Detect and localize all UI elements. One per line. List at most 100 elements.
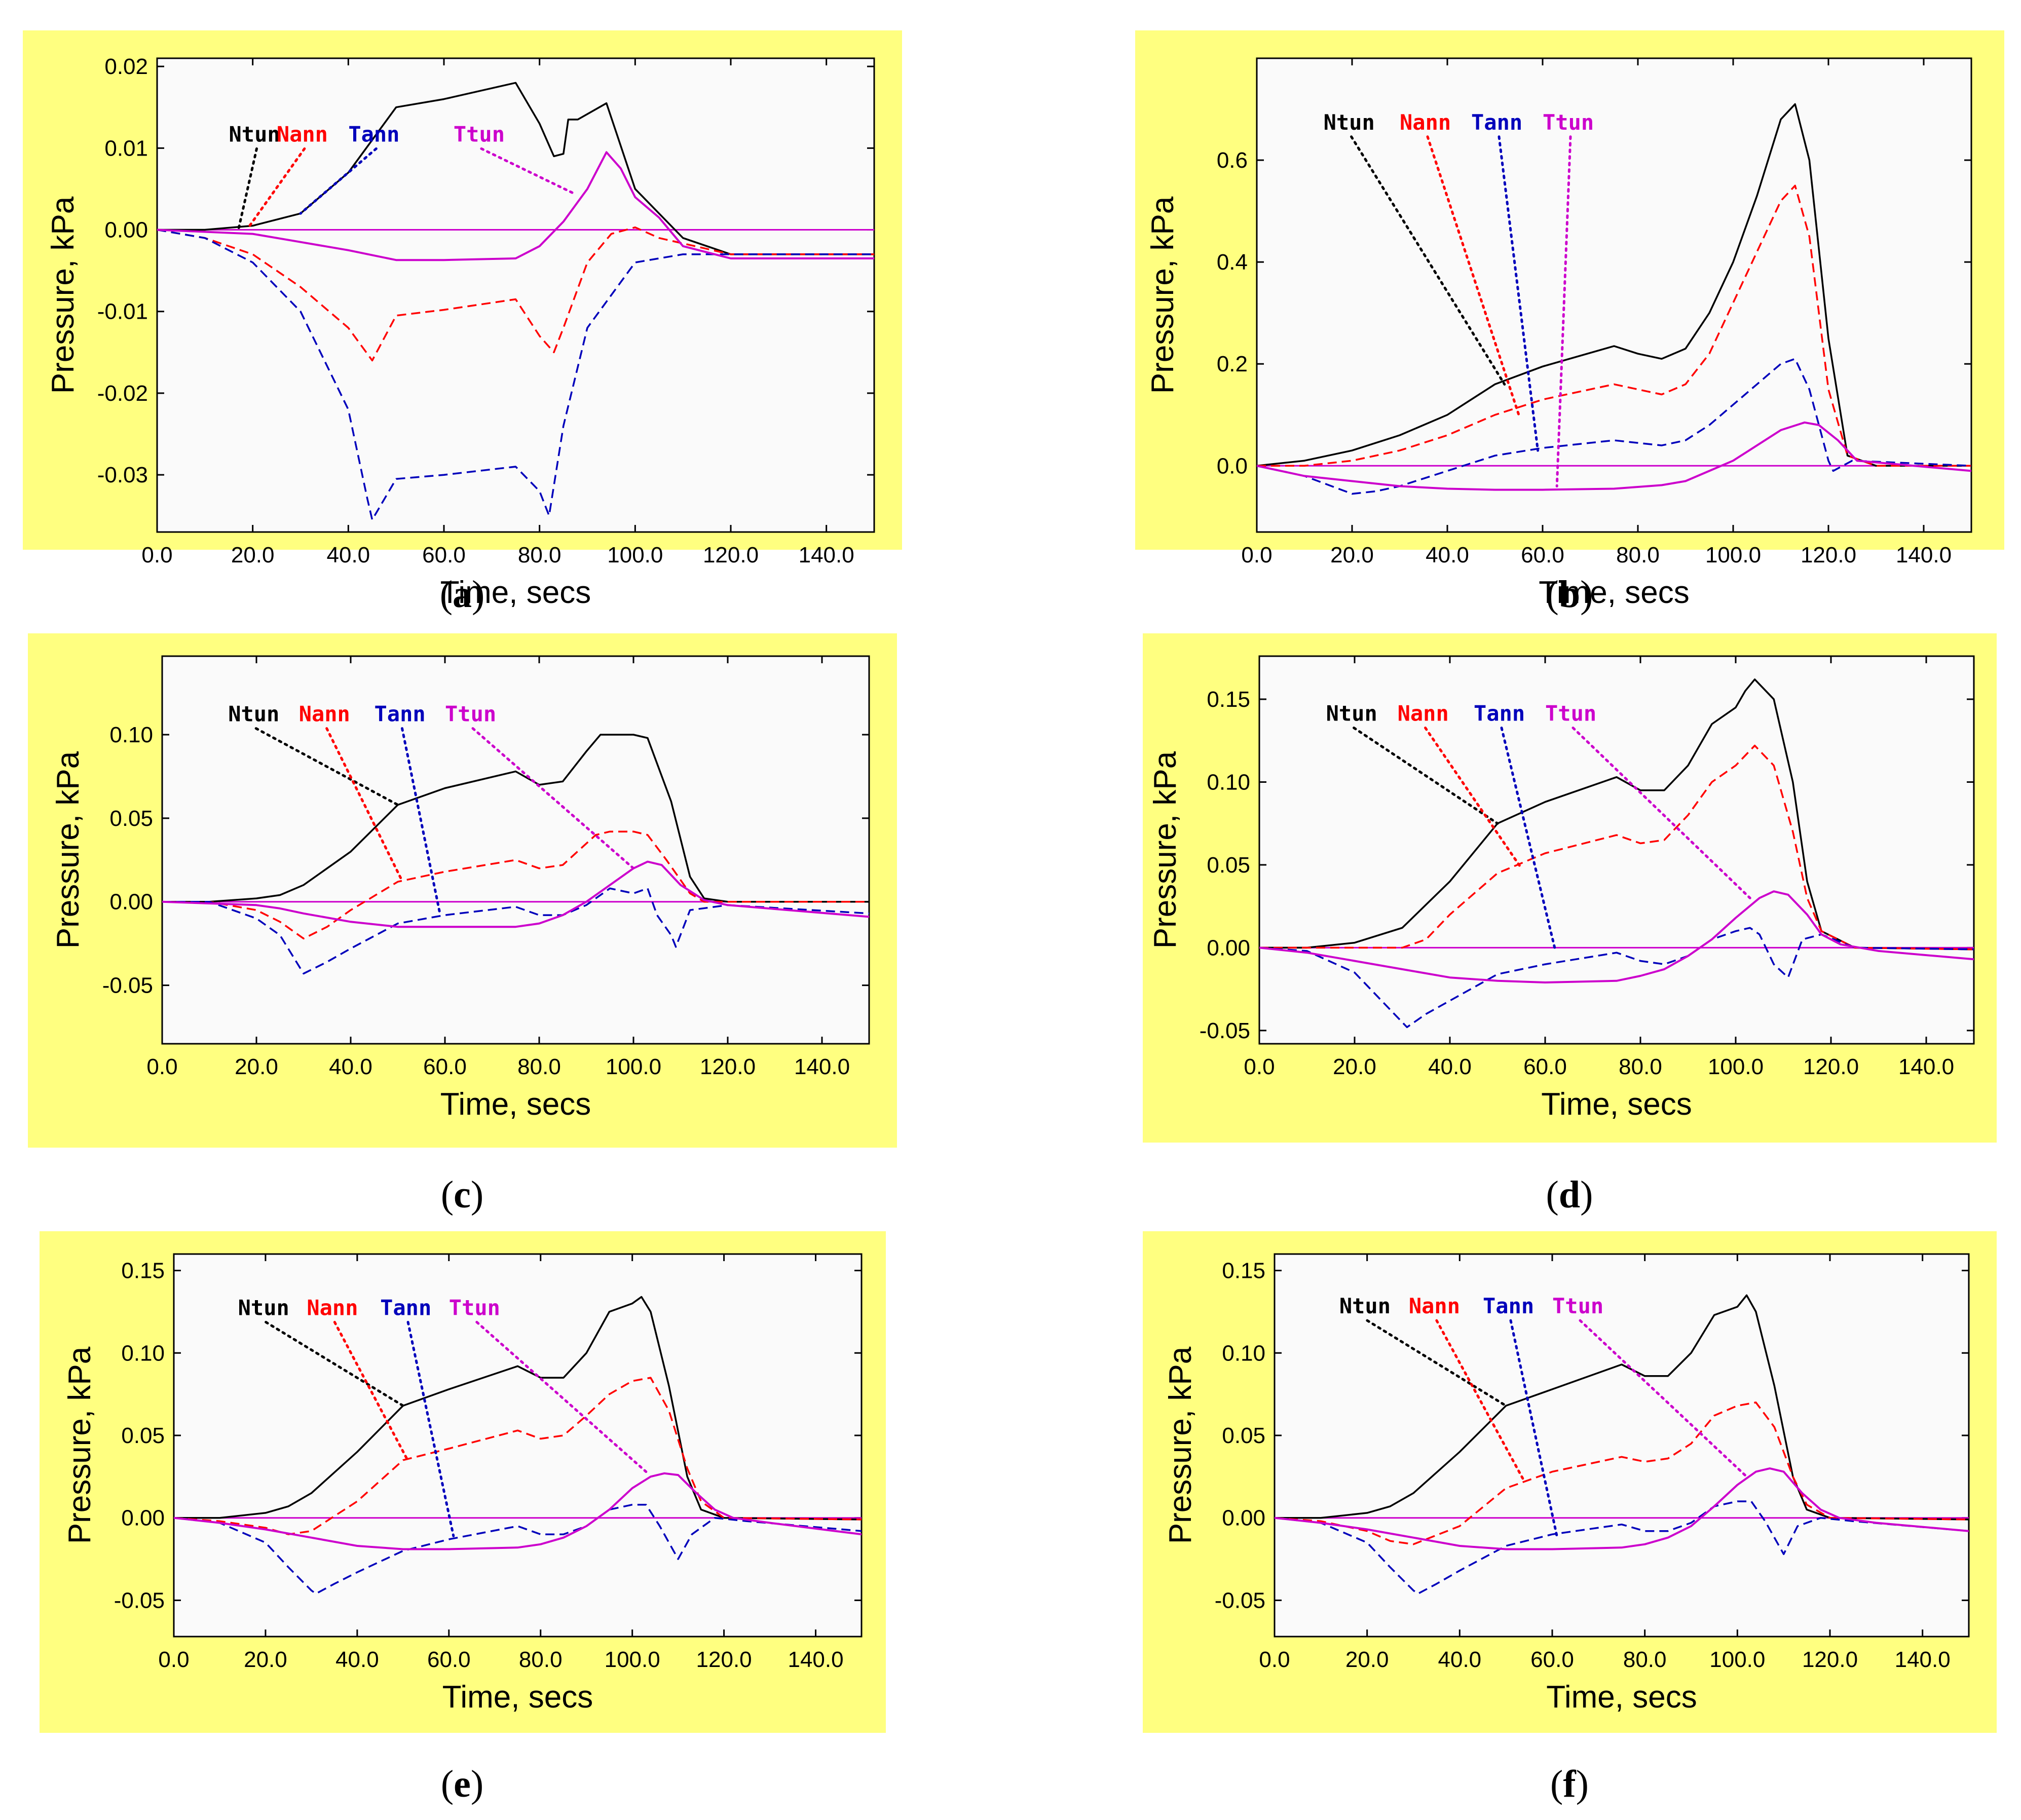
x-tick-label: 120.0 xyxy=(1802,1647,1858,1672)
y-tick-label: 0.05 xyxy=(121,1423,165,1448)
legend-leader-nann xyxy=(246,147,306,230)
plot-area xyxy=(161,655,870,1045)
x-tick-label: 0.0 xyxy=(158,1647,189,1672)
y-axis-label: Pressure, kPa xyxy=(46,196,81,394)
x-tick-label: 120.0 xyxy=(703,543,759,567)
x-tick-label: 60.0 xyxy=(427,1647,471,1672)
chart-svg-e: 0.0 20.0 40.0 60.0 80.0 100.0 120.0 140.0 -0.05 0… xyxy=(40,1231,886,1733)
x-axis-label: Time, secs xyxy=(440,575,591,610)
legend-leader-tann xyxy=(1500,727,1556,949)
caption-close-paren: ) xyxy=(470,1763,484,1805)
legend-label-tann: Tann xyxy=(1474,701,1525,726)
x-tick-label: 20.0 xyxy=(1333,1054,1376,1079)
series-ttun xyxy=(1275,1467,1969,1550)
series-ntun xyxy=(1275,1294,1969,1521)
x-tick-label: 40.0 xyxy=(1428,1054,1472,1079)
x-tick-label: 60.0 xyxy=(1530,1647,1574,1672)
legend-label-tann: Tann xyxy=(375,702,426,727)
x-tick-label: 80.0 xyxy=(1619,1054,1662,1079)
caption-close-paren: ) xyxy=(1576,1763,1589,1805)
series-ntun xyxy=(1259,678,1974,951)
x-tick-label: 140.0 xyxy=(1895,1647,1951,1672)
chart-svg-f: 0.0 20.0 40.0 60.0 80.0 100.0 120.0 140.0 -0.05 0… xyxy=(1143,1231,1997,1733)
caption-open-paren: ( xyxy=(439,573,453,616)
legend-label-ttun: Ttun xyxy=(445,702,496,727)
x-tick-label: 40.0 xyxy=(329,1054,372,1079)
y-tick-label: 0.10 xyxy=(1207,770,1250,794)
legend-leader-nann xyxy=(333,1320,409,1462)
series-nann xyxy=(1259,744,1974,951)
caption-open-paren: ( xyxy=(1550,1763,1563,1805)
legend-leader-ntun xyxy=(265,1320,404,1407)
series-tann xyxy=(157,229,874,521)
y-tick-label: 0.00 xyxy=(1222,1506,1265,1531)
legend-leader-tann xyxy=(1498,135,1540,452)
series-nann xyxy=(162,830,869,940)
legend-label-ttun: Ttun xyxy=(449,1295,500,1320)
legend-leader-ttun xyxy=(1555,135,1572,488)
x-tick-label: 60.0 xyxy=(422,543,466,567)
y-tick-label: 0.00 xyxy=(121,1506,165,1531)
legend-label-tann: Tann xyxy=(380,1295,431,1320)
x-axis-label: Time, secs xyxy=(442,1680,593,1715)
x-tick-label: 20.0 xyxy=(235,1054,278,1079)
legend-label-ttun: Ttun xyxy=(1552,1294,1603,1318)
y-tick-label: -0.02 xyxy=(97,381,148,406)
caption-letter: b xyxy=(1558,573,1581,616)
legend-label-ntun: Ntun xyxy=(1326,701,1377,726)
caption-close-paren: ) xyxy=(1580,1173,1593,1216)
caption-close-paren: ) xyxy=(472,573,485,616)
y-tick-label: 0.00 xyxy=(109,890,153,915)
x-tick-label: 20.0 xyxy=(1345,1647,1389,1672)
x-tick-label: 60.0 xyxy=(423,1054,467,1079)
caption-a: (a) xyxy=(386,573,538,617)
series-nann xyxy=(1275,1401,1969,1545)
y-tick-label: -0.05 xyxy=(114,1588,165,1613)
caption-b: (b) xyxy=(1493,573,1645,617)
caption-c: (c) xyxy=(386,1173,538,1217)
legend-label-nann: Nann xyxy=(307,1295,358,1320)
chart-panel-a: 0.0 20.0 40.0 60.0 80.0 100.0 120.0 140.0 -0.03-… xyxy=(23,30,902,610)
y-tick-label: -0.05 xyxy=(102,973,153,998)
y-tick-label: 0.15 xyxy=(1207,687,1250,712)
y-tick-label: -0.05 xyxy=(1200,1018,1250,1043)
y-tick-label: 0.0 xyxy=(1217,453,1248,478)
caption-open-paren: ( xyxy=(1546,573,1559,616)
legend-leader-nann xyxy=(1435,1319,1526,1483)
x-tick-label: 80.0 xyxy=(519,1647,563,1672)
legend-leader-nann xyxy=(1426,135,1520,416)
y-tick-label: 0.6 xyxy=(1217,148,1248,173)
series-tann xyxy=(1275,1500,1969,1595)
y-tick-label: 0.02 xyxy=(104,54,148,79)
chart-panel-f: 0.0 20.0 40.0 60.0 80.0 100.0 120.0 140.0 -0.05 0… xyxy=(1143,1231,1997,1733)
y-tick-label: 0.00 xyxy=(104,218,148,243)
legend-leader-nann xyxy=(325,727,404,883)
x-tick-label: 0.0 xyxy=(1259,1647,1290,1672)
y-axis-label: Pressure, kPa xyxy=(51,751,86,949)
x-tick-label: 120.0 xyxy=(696,1647,752,1672)
y-axis-label: Pressure, kPa xyxy=(62,1346,97,1544)
y-axis-label: Pressure, kPa xyxy=(1163,1346,1198,1544)
y-tick-label: 0.10 xyxy=(109,723,153,747)
series-ntun xyxy=(157,82,874,255)
x-tick-label: 80.0 xyxy=(1623,1647,1667,1672)
x-tick-label: 100.0 xyxy=(1708,1054,1764,1079)
series-ntun xyxy=(162,734,869,903)
y-tick-label: 0.4 xyxy=(1217,250,1248,275)
legend-label-ntun: Ntun xyxy=(1324,110,1375,135)
series-ttun xyxy=(1259,890,1974,983)
x-tick-label: 20.0 xyxy=(231,543,275,567)
legend-label-ntun: Ntun xyxy=(229,122,280,146)
legend-label-ttun: Ttun xyxy=(454,122,505,146)
x-tick-label: 140.0 xyxy=(1898,1054,1954,1079)
caption-letter: d xyxy=(1558,1173,1581,1216)
caption-letter: f xyxy=(1563,1763,1576,1805)
y-axis-label: Pressure, kPa xyxy=(1145,196,1180,394)
chart-svg-a: 0.0 20.0 40.0 60.0 80.0 100.0 120.0 140.0-0.03-… xyxy=(23,30,902,610)
series-nann xyxy=(1257,184,1971,467)
x-tick-label: 60.0 xyxy=(1523,1054,1567,1079)
legend-leader-ttun xyxy=(1571,727,1751,899)
legend-label-ttun: Ttun xyxy=(1543,110,1594,135)
x-tick-label: 20.0 xyxy=(1330,543,1374,567)
